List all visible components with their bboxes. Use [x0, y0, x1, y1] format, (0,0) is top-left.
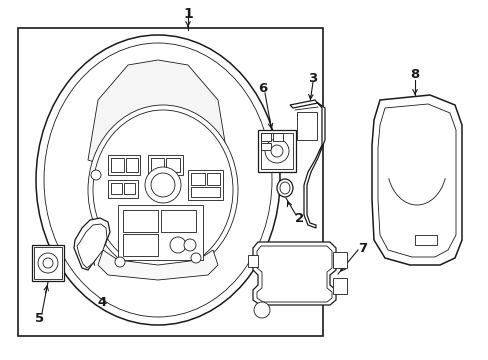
Bar	[165, 158, 180, 172]
Bar	[261, 133, 292, 169]
Ellipse shape	[145, 167, 181, 203]
Polygon shape	[289, 100, 325, 228]
Bar	[261, 133, 270, 141]
Text: 2: 2	[295, 211, 304, 225]
Polygon shape	[88, 60, 227, 165]
Bar	[111, 158, 124, 172]
Polygon shape	[257, 246, 331, 302]
Ellipse shape	[151, 173, 175, 197]
Ellipse shape	[191, 253, 201, 263]
Bar	[126, 158, 138, 172]
Ellipse shape	[264, 139, 288, 163]
Polygon shape	[252, 242, 335, 305]
Bar	[247, 255, 258, 267]
Text: 3: 3	[308, 72, 317, 85]
Ellipse shape	[270, 145, 283, 157]
Bar	[18, 28, 323, 336]
Bar	[123, 234, 158, 256]
Ellipse shape	[183, 239, 196, 251]
Ellipse shape	[280, 182, 289, 194]
Polygon shape	[74, 218, 110, 270]
Ellipse shape	[43, 258, 53, 268]
Text: 8: 8	[409, 68, 419, 81]
Polygon shape	[77, 224, 107, 268]
Bar	[151, 158, 163, 172]
Bar	[332, 252, 346, 268]
Bar	[108, 180, 138, 198]
Bar	[258, 130, 295, 172]
Ellipse shape	[38, 253, 58, 273]
Bar	[187, 170, 223, 200]
Ellipse shape	[253, 302, 269, 318]
Bar	[261, 143, 270, 150]
Bar	[123, 210, 158, 232]
Ellipse shape	[93, 110, 232, 270]
Text: 5: 5	[35, 311, 44, 324]
Bar	[118, 205, 203, 260]
Text: 1: 1	[183, 7, 192, 21]
Bar	[108, 155, 140, 175]
Bar	[296, 112, 316, 140]
Bar	[206, 173, 220, 185]
Ellipse shape	[88, 105, 238, 275]
Bar	[34, 247, 62, 279]
Polygon shape	[371, 95, 461, 265]
Bar	[111, 183, 122, 194]
Ellipse shape	[91, 170, 101, 180]
Bar	[414, 235, 436, 245]
Bar	[124, 183, 135, 194]
Bar	[332, 278, 346, 294]
Ellipse shape	[276, 179, 292, 197]
Bar	[32, 245, 64, 281]
Ellipse shape	[115, 257, 125, 267]
Polygon shape	[377, 104, 455, 257]
Ellipse shape	[170, 237, 185, 253]
Bar	[148, 155, 183, 175]
Ellipse shape	[36, 35, 280, 325]
Bar	[191, 173, 204, 185]
Bar	[191, 187, 220, 197]
Ellipse shape	[44, 43, 271, 317]
Bar	[272, 133, 283, 141]
Polygon shape	[98, 250, 218, 280]
Text: 4: 4	[97, 296, 106, 309]
Text: 6: 6	[258, 81, 267, 94]
Bar	[161, 210, 196, 232]
Text: 7: 7	[358, 242, 367, 255]
